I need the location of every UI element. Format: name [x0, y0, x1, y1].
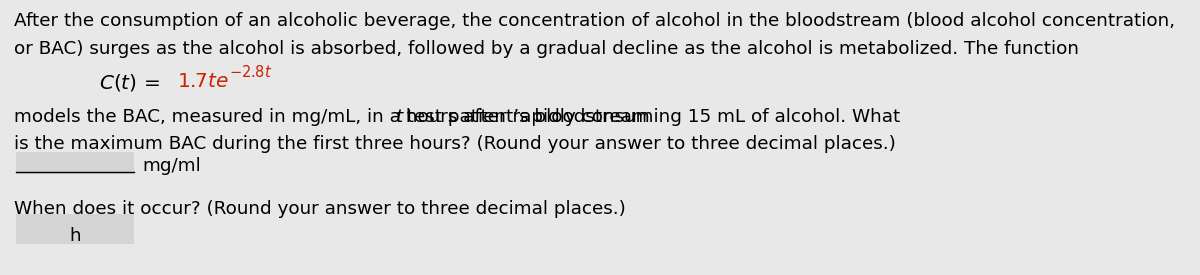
Text: When does it occur? (Round your answer to three decimal places.): When does it occur? (Round your answer t… [14, 200, 626, 218]
Text: or BAC) surges as the alcohol is absorbed, followed by a gradual decline as the : or BAC) surges as the alcohol is absorbe… [14, 40, 1079, 58]
Text: $1.7te$: $1.7te$ [178, 72, 229, 91]
Text: is the maximum BAC during the first three hours? (Round your answer to three dec: is the maximum BAC during the first thre… [14, 135, 896, 153]
Text: t: t [396, 108, 403, 126]
Text: $C(t)$ =: $C(t)$ = [98, 72, 162, 93]
Text: mg/ml: mg/ml [142, 157, 200, 175]
Text: hours after rapidly consuming 15 mL of alcohol. What: hours after rapidly consuming 15 mL of a… [401, 108, 901, 126]
FancyBboxPatch shape [16, 152, 134, 174]
Text: After the consumption of an alcoholic beverage, the concentration of alcohol in : After the consumption of an alcoholic be… [14, 12, 1175, 30]
Text: h: h [70, 227, 80, 245]
Text: models the BAC, measured in mg/mL, in a test patient’s bloodstream: models the BAC, measured in mg/mL, in a … [14, 108, 655, 126]
Text: $-2.8t$: $-2.8t$ [229, 64, 272, 80]
FancyBboxPatch shape [16, 214, 134, 244]
